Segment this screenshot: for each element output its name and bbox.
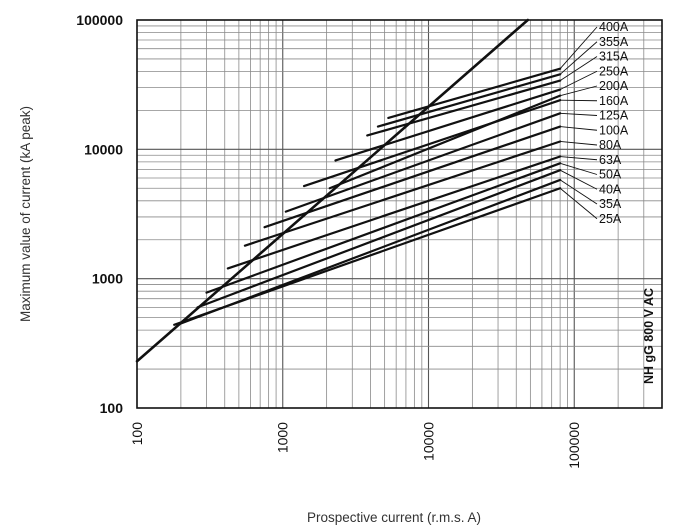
leader-line-80a <box>560 141 598 146</box>
leader-line-355a <box>559 41 598 75</box>
series-line-250a <box>334 88 562 162</box>
curve-label-25a: 25A <box>599 212 622 226</box>
series-line-315a <box>366 79 562 137</box>
curve-label-200a: 200A <box>599 79 629 93</box>
series-line-100a <box>263 125 562 229</box>
series-layer <box>135 18 562 363</box>
series-line-63a <box>226 155 562 270</box>
y-tick-label: 1000 <box>92 271 123 287</box>
curve-label-35a: 35A <box>599 197 622 211</box>
y-tick-label: 100 <box>100 400 124 416</box>
series-line-160a <box>302 99 562 188</box>
curve-label-315a: 315A <box>599 50 629 64</box>
curve-label-80a: 80A <box>599 138 622 152</box>
curve-label-400a: 400A <box>599 20 629 34</box>
leader-line-50a <box>559 162 598 175</box>
series-line-25a <box>173 187 562 326</box>
tick-labels: 100 1000 10000 100000 100 1000 10000 100000 <box>76 12 582 469</box>
envelope-line <box>135 18 530 363</box>
x-tick-label: 100 <box>129 422 145 446</box>
curve-label-63a: 63A <box>599 153 622 167</box>
leader-line-400a <box>559 26 598 70</box>
leader-line-35a <box>559 179 598 205</box>
standard-note: NH gG 800 V AC <box>642 288 656 384</box>
leader-line-63a <box>560 156 598 161</box>
series-line-125a <box>284 112 562 213</box>
x-tick-label: 10000 <box>420 422 436 461</box>
series-line-50a <box>205 162 562 294</box>
x-tick-label: 100000 <box>566 422 582 469</box>
leader-line-125a <box>560 112 598 116</box>
series-line-80a <box>243 140 562 247</box>
plot-frame <box>136 19 663 409</box>
leader-line-25a <box>559 187 598 220</box>
leader-line-40a <box>559 169 598 190</box>
leader-line-250a <box>559 70 598 90</box>
y-tick-label: 10000 <box>84 141 123 157</box>
series-line-400a <box>387 67 562 120</box>
series-line-355a <box>376 73 562 128</box>
x-tick-label: 1000 <box>275 422 291 453</box>
leader-line-100a <box>560 126 598 131</box>
curve-label-160a: 160A <box>599 94 629 108</box>
curve-label-250a: 250A <box>599 64 629 78</box>
curve-label-40a: 40A <box>599 182 622 196</box>
leader-line-160a <box>560 99 598 102</box>
curve-label-125a: 125A <box>599 109 629 123</box>
curve-labels: 400A355A315A250A200A160A125A100A80A63A50… <box>559 20 629 226</box>
y-tick-label: 100000 <box>76 12 123 28</box>
leader-line-315a <box>559 56 598 81</box>
curve-label-50a: 50A <box>599 168 622 182</box>
curve-label-100a: 100A <box>599 123 629 137</box>
curve-label-355a: 355A <box>599 35 629 49</box>
y-axis-title: Maximum value of current (kA peak) <box>18 106 33 322</box>
series-line-40a <box>196 169 562 309</box>
x-axis-title: Prospective current (r.m.s. A) <box>307 510 481 525</box>
series-line-200a <box>328 94 562 190</box>
leader-line-200a <box>560 85 598 97</box>
grid <box>136 19 663 409</box>
